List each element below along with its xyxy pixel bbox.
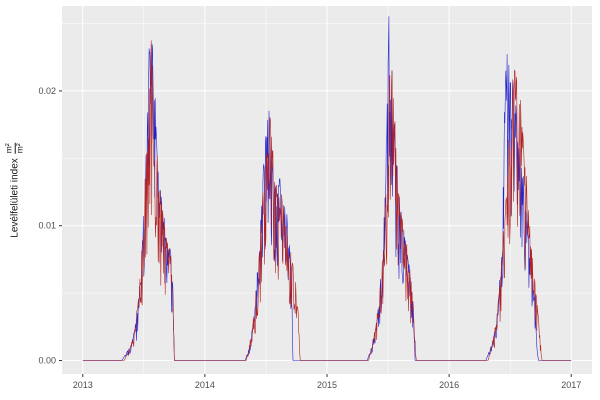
y-axis-title-text: Levélfelületi index [9,158,21,238]
series-path-red-line [82,40,572,361]
x-tick-label: 2017 [561,380,581,390]
x-tick-label: 2013 [73,380,93,390]
x-tick-label: 2014 [195,380,215,390]
y-axis-title: Levélfelületi index m² m² [4,142,26,238]
x-tick-label: 2016 [439,380,459,390]
y-tick-label: 0.01 [38,221,56,231]
fraction-denominator: m² [14,143,25,154]
x-tick-label: 2015 [317,380,337,390]
y-tick-label: 0.02 [38,86,56,96]
y-axis-title-fraction: m² m² [4,142,26,155]
y-tick-label: 0.00 [38,356,56,366]
